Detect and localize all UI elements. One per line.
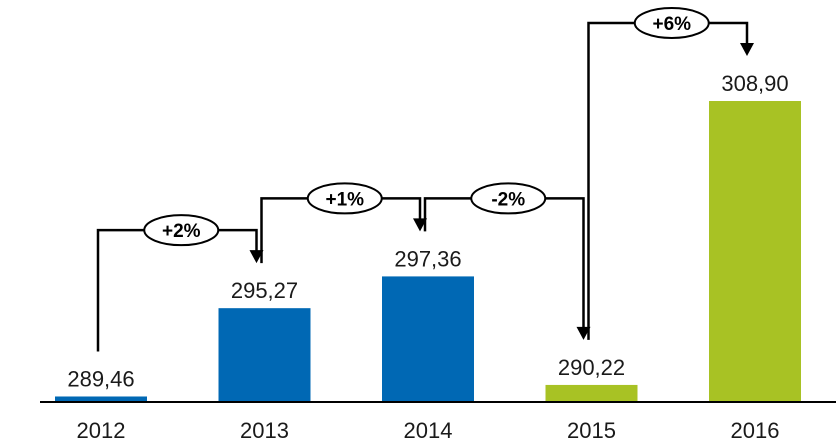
bar-2014 [382, 276, 474, 402]
x-tick-label-2013: 2013 [240, 418, 289, 443]
bar-2015 [545, 384, 638, 402]
change-arrowhead-0 [249, 250, 264, 264]
change-arrowhead-3 [740, 43, 754, 56]
change-arrowhead-1 [413, 218, 427, 232]
value-label-2015: 290,22 [558, 355, 625, 380]
bars-group [55, 101, 801, 402]
x-tick-labels-group: 2012 2013 2014 2015 2016 [77, 418, 780, 443]
value-label-2013: 295,27 [231, 278, 298, 303]
change-pill-1 [306, 182, 383, 215]
value-label-2016: 308,90 [721, 71, 788, 96]
x-tick-label-2014: 2014 [404, 418, 453, 443]
value-label-2014: 297,36 [394, 246, 461, 271]
change-pill-0 [143, 214, 220, 247]
change-pill-2 [470, 182, 547, 215]
change-pill-3 [633, 7, 710, 39]
value-label-2012: 289,46 [67, 366, 134, 391]
bar-2016 [709, 101, 801, 402]
bar-2012 [55, 396, 147, 402]
change-label-3: +6% [652, 14, 691, 35]
change-label-1: +1% [325, 189, 364, 210]
change-label-0: +2% [162, 221, 201, 242]
x-tick-label-2016: 2016 [731, 418, 780, 443]
value-labels-group: 289,46 295,27 297,36 290,22 308,90 [67, 71, 788, 391]
change-label-2: -2% [491, 189, 525, 210]
x-tick-label-2015: 2015 [567, 418, 616, 443]
bar-2013 [218, 308, 311, 402]
change-arrowhead-2 [576, 326, 591, 340]
change-connectors: +2% +1% -2% +6% [96, 7, 754, 352]
x-tick-label-2012: 2012 [77, 418, 126, 443]
